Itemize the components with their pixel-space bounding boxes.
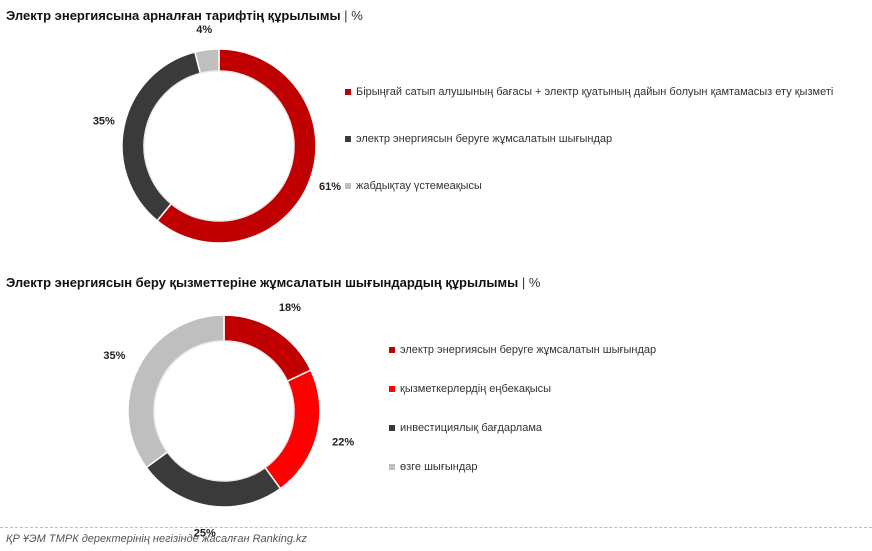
legend-item: электр энергиясын беруге жұмсалатын шығы… (389, 344, 656, 356)
legend-swatch (389, 425, 395, 431)
source-note: ҚР ҰЭМ ТМРК деректерінің негізінде жасал… (6, 533, 308, 545)
legend-swatch (389, 347, 395, 353)
chart-unit: % (528, 275, 541, 290)
legend-label: өзге шығындар (400, 461, 478, 473)
data-label: 61% (319, 181, 341, 193)
legend-label: электр энергиясын беруге жұмсалатын шығы… (400, 344, 657, 356)
chart-title-transmission-costs: Электр энергиясын беру қызметтеріне жұмс… (6, 275, 540, 290)
data-label: 4% (196, 24, 212, 36)
donut-hole (153, 340, 295, 482)
title-separator: | (521, 275, 526, 290)
legend-item: инвестициялық бағдарлама (389, 422, 542, 434)
legend-label: инвестициялық бағдарлама (400, 422, 543, 434)
chart-unit: % (351, 8, 363, 23)
title-separator: | (344, 8, 348, 23)
donut-hole (143, 70, 295, 222)
chart-title-text: Электр энергиясын беру қызметтеріне жұмс… (6, 275, 519, 290)
donut-chart-tariff-structure: 61% 35% 4% (93, 24, 341, 244)
legend-label: қызметкерлердің еңбекақысы (400, 383, 552, 395)
legend-swatch (345, 89, 351, 95)
chart-title-text: Электр энергиясына арналған тарифтің құр… (6, 8, 341, 23)
data-label: 35% (103, 350, 125, 362)
legend-item: өзге шығындар (389, 461, 477, 473)
data-label: 22% (332, 437, 354, 449)
data-label: 18% (279, 302, 301, 314)
legend-label: электр энергиясын беруге жұмсалатын шығы… (356, 133, 613, 145)
legend-item: жабдықтау үстемеақысы (345, 180, 482, 192)
legend-swatch (345, 136, 351, 142)
chart-title-tariff-structure: Электр энергиясына арналған тарифтің құр… (6, 8, 363, 23)
legend-item: қызметкерлердің еңбекақысы (389, 383, 551, 395)
legend-swatch (345, 183, 351, 189)
data-label: 25% (194, 527, 216, 539)
legend-swatch (389, 464, 395, 470)
legend-label: жабдықтау үстемеақысы (356, 180, 482, 192)
footer-divider (0, 527, 872, 528)
data-label: 35% (93, 115, 115, 127)
legend-item: Бірыңғай сатып алушының бағасы + электр … (345, 86, 833, 98)
legend-label: Бірыңғай сатып алушының бағасы + электр … (356, 86, 834, 98)
donut-chart-transmission-costs: 18% 22% 25% 35% (103, 302, 354, 539)
legend-item: электр энергиясын беруге жұмсалатын шығы… (345, 133, 612, 145)
legend-swatch (389, 386, 395, 392)
